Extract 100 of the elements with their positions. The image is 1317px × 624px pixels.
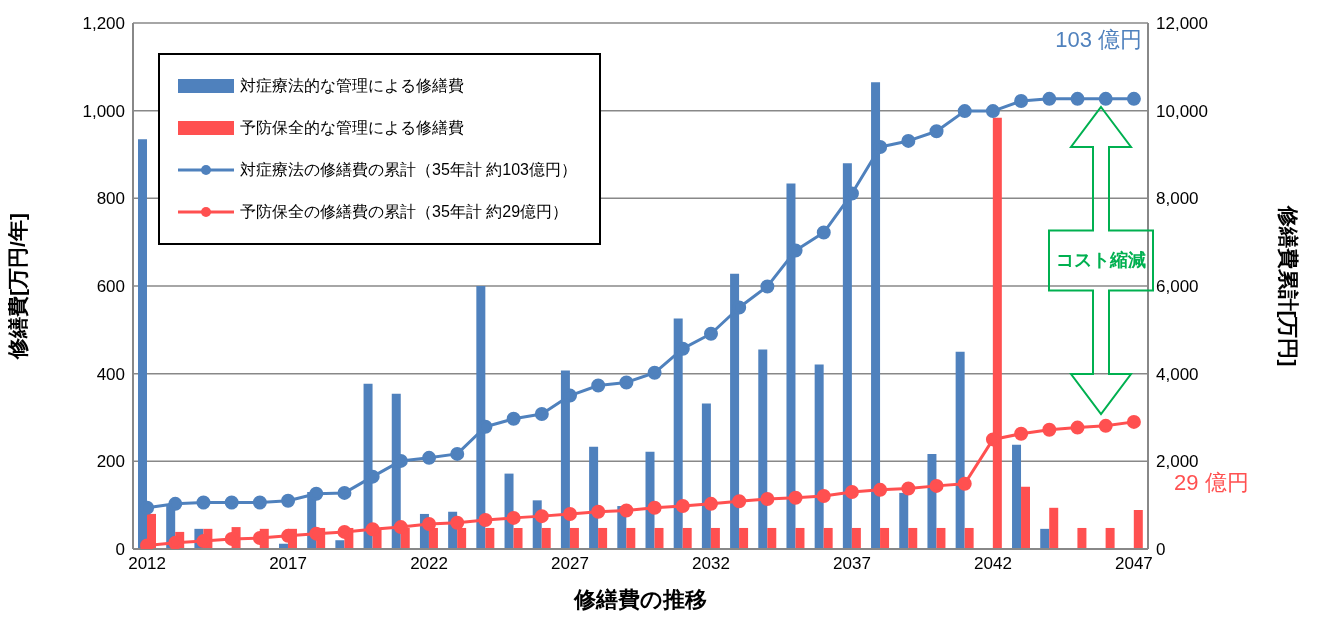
point bbox=[281, 493, 296, 508]
y2-axis-title: 修繕費累計[万円] bbox=[1276, 204, 1300, 367]
point bbox=[901, 481, 916, 496]
y2-tick-label: 10,000 bbox=[1156, 101, 1208, 121]
bar bbox=[814, 364, 824, 549]
point bbox=[252, 495, 267, 510]
point bbox=[844, 485, 859, 500]
x-tick-label: 2032 bbox=[692, 554, 730, 574]
point bbox=[1098, 418, 1113, 433]
y-tick-label: 400 bbox=[96, 364, 125, 384]
bar bbox=[1040, 528, 1050, 549]
x-tick-label: 2017 bbox=[269, 554, 307, 574]
point bbox=[168, 496, 183, 511]
annotation: 103 億円 bbox=[1055, 26, 1142, 54]
point bbox=[450, 446, 465, 461]
point bbox=[703, 496, 718, 511]
point bbox=[337, 485, 352, 500]
x-axis-title: 修繕費の推移 bbox=[573, 587, 707, 612]
point bbox=[647, 365, 662, 380]
y2-tick-label: 0 bbox=[1156, 540, 1166, 560]
annotation: コスト縮減 bbox=[1055, 249, 1147, 273]
legend-label: 予防保全の修繕費の累計（35年計 約29億円） bbox=[240, 201, 569, 222]
point bbox=[506, 510, 521, 525]
point bbox=[619, 503, 634, 518]
bar bbox=[964, 527, 974, 549]
point bbox=[957, 476, 972, 491]
bar bbox=[880, 527, 890, 549]
bar bbox=[589, 446, 599, 549]
point bbox=[365, 522, 380, 537]
x-tick-label: 2047 bbox=[1114, 554, 1153, 574]
point bbox=[1126, 414, 1141, 429]
bar bbox=[1012, 444, 1022, 549]
point bbox=[1014, 94, 1029, 109]
x-tick-label: 2027 bbox=[551, 554, 589, 574]
point bbox=[450, 515, 465, 530]
point bbox=[732, 494, 747, 509]
point bbox=[619, 375, 634, 390]
bar bbox=[1133, 509, 1143, 549]
point bbox=[1070, 420, 1085, 435]
point bbox=[140, 538, 155, 549]
point bbox=[1014, 426, 1029, 441]
point bbox=[563, 506, 578, 521]
y2-tick-label: 8,000 bbox=[1156, 189, 1199, 209]
point bbox=[760, 279, 775, 294]
point bbox=[1098, 91, 1113, 106]
bar bbox=[598, 527, 608, 549]
point bbox=[337, 524, 352, 539]
point bbox=[760, 492, 775, 507]
point bbox=[224, 495, 239, 510]
bar bbox=[626, 527, 636, 549]
bar bbox=[823, 527, 833, 549]
point bbox=[957, 104, 972, 119]
point bbox=[534, 406, 549, 421]
legend-label: 予防保全的な管理による修繕費 bbox=[240, 117, 464, 138]
y-axis-title: 修繕費[万円/年] bbox=[6, 213, 30, 360]
y2-tick-label: 6,000 bbox=[1156, 277, 1199, 297]
point bbox=[901, 133, 916, 148]
point bbox=[1126, 91, 1141, 106]
bar bbox=[701, 403, 711, 549]
bar bbox=[1105, 527, 1115, 549]
text: 29 億円 bbox=[1174, 469, 1249, 497]
y-tick-label: 1,000 bbox=[82, 101, 125, 121]
point bbox=[675, 499, 690, 514]
bar bbox=[1077, 527, 1087, 549]
point bbox=[788, 490, 803, 505]
y2-tick-label: 2,000 bbox=[1156, 452, 1199, 472]
y-tick-label: 800 bbox=[96, 189, 125, 209]
x-tick-label: 2037 bbox=[833, 554, 871, 574]
y-tick-label: 0 bbox=[115, 540, 125, 560]
point bbox=[591, 378, 606, 393]
bar bbox=[1049, 507, 1059, 549]
bar bbox=[739, 527, 749, 549]
bar bbox=[1021, 486, 1031, 549]
y2-tick-label: 12,000 bbox=[1156, 14, 1208, 34]
y2-tick-label: 4,000 bbox=[1156, 364, 1199, 384]
point bbox=[816, 488, 831, 503]
point bbox=[196, 495, 211, 510]
bar bbox=[541, 527, 551, 549]
bar bbox=[795, 527, 805, 549]
legend-label: 対症療法的な管理による修繕費 bbox=[240, 75, 464, 96]
point bbox=[1070, 91, 1085, 106]
bar bbox=[710, 527, 720, 549]
point bbox=[478, 513, 493, 528]
point bbox=[929, 124, 944, 139]
bar bbox=[758, 349, 768, 549]
bar bbox=[682, 527, 692, 549]
bar bbox=[936, 527, 946, 549]
point bbox=[647, 500, 662, 515]
y-tick-label: 200 bbox=[96, 452, 125, 472]
bar bbox=[654, 527, 664, 549]
bar bbox=[335, 540, 345, 549]
bar bbox=[908, 527, 918, 549]
bar bbox=[899, 492, 909, 549]
point bbox=[534, 509, 549, 524]
point bbox=[422, 450, 437, 465]
point bbox=[985, 104, 1000, 119]
legend-label: 対症療法の修繕費の累計（35年計 約103億円） bbox=[240, 159, 577, 180]
point bbox=[1042, 91, 1057, 106]
point bbox=[703, 326, 718, 341]
point bbox=[309, 486, 324, 501]
